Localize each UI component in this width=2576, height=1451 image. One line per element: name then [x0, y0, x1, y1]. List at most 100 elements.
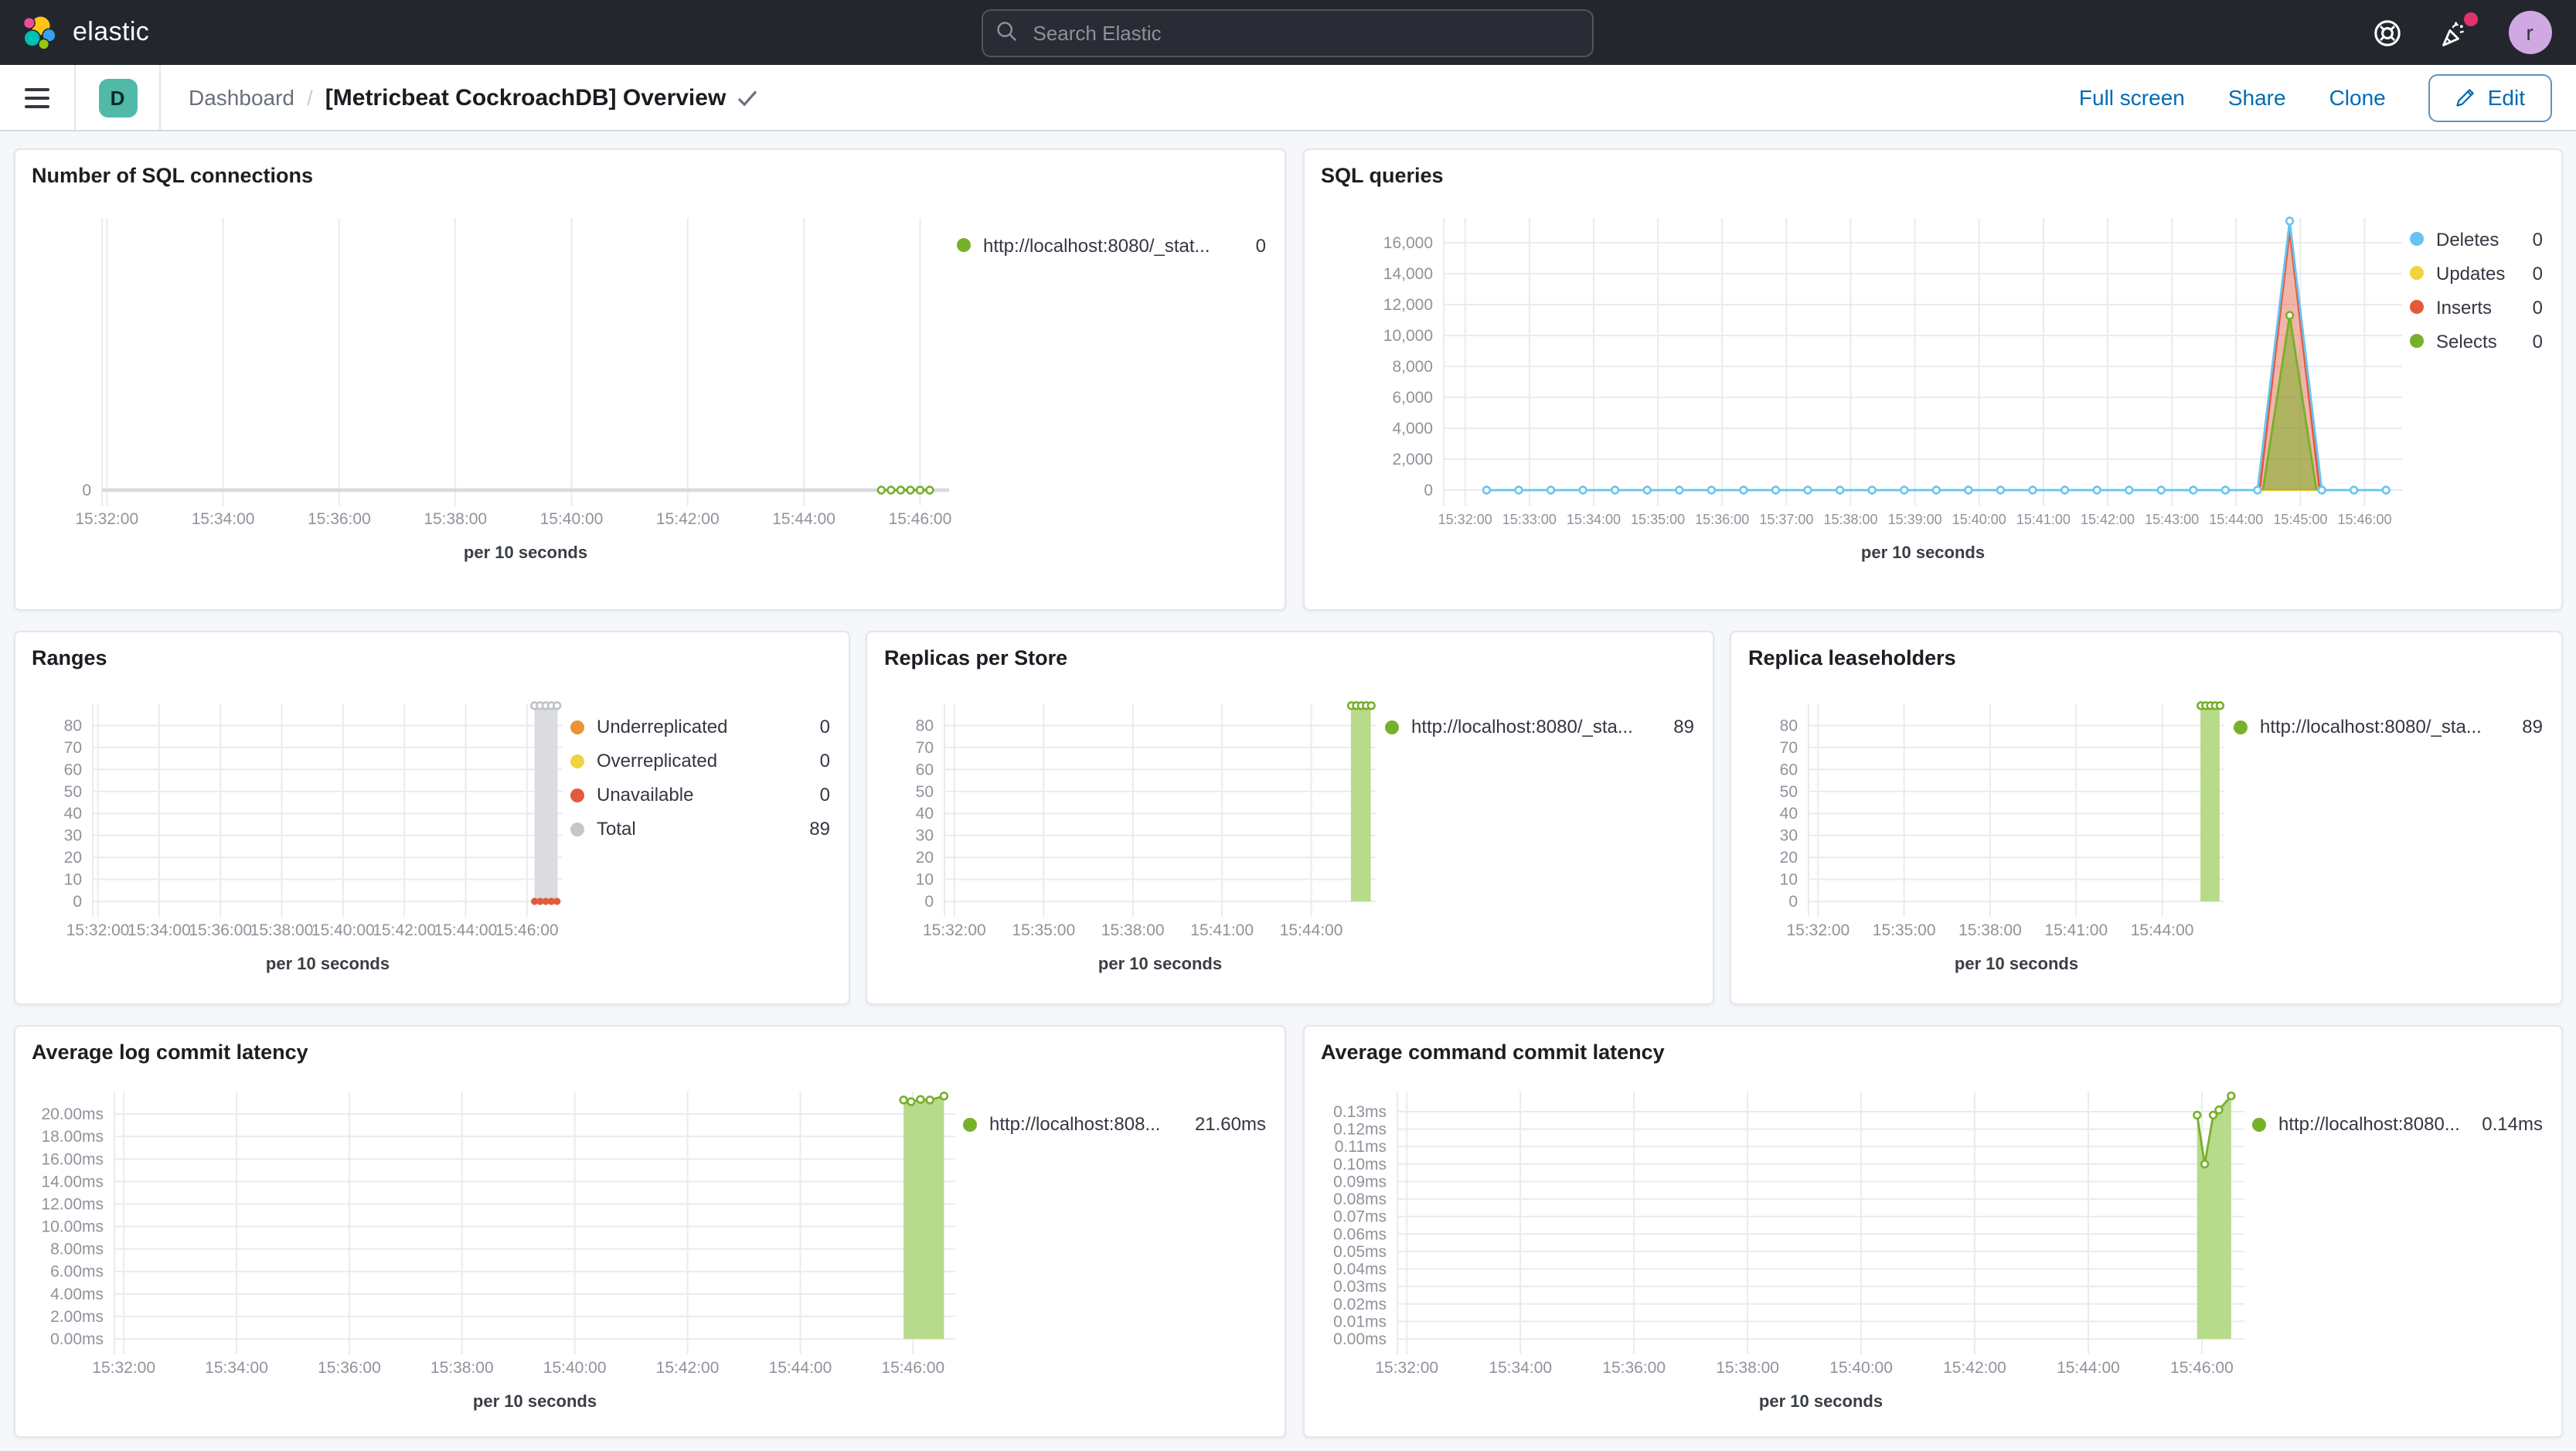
- svg-text:15:44:00: 15:44:00: [2056, 1358, 2119, 1376]
- breadcrumb-dashboard-link[interactable]: Dashboard: [189, 85, 294, 110]
- help-button[interactable]: [2372, 17, 2403, 48]
- chart-plot[interactable]: 15:32:00 15:33:00 15:34:00 15:35:00 15:36:00…: [1319, 193, 2411, 600]
- svg-text:50: 50: [916, 782, 934, 800]
- panel-title: Number of SQL connections: [32, 164, 314, 187]
- svg-text:12.00ms: 12.00ms: [40, 1194, 103, 1212]
- page-title-text: [Metricbeat CockroachDB] Overview: [325, 84, 727, 111]
- search-input[interactable]: [982, 9, 1594, 56]
- breadcrumb: Dashboard / [Metricbeat CockroachDB] Ove…: [161, 84, 757, 111]
- svg-text:15:46:00: 15:46:00: [495, 921, 558, 938]
- legend-dot-icon: [2234, 720, 2248, 734]
- space-badge[interactable]: D: [98, 78, 137, 117]
- svg-text:15:43:00: 15:43:00: [2144, 512, 2198, 527]
- svg-text:60: 60: [1780, 760, 1798, 778]
- page-title[interactable]: [Metricbeat CockroachDB] Overview: [325, 84, 757, 111]
- svg-text:0.13ms: 0.13ms: [1332, 1102, 1386, 1120]
- legend-item[interactable]: Updates 0: [2410, 258, 2543, 288]
- share-button[interactable]: Share: [2227, 85, 2286, 110]
- notification-dot: [2463, 12, 2477, 26]
- svg-text:20.00ms: 20.00ms: [40, 1105, 103, 1122]
- panel-title: Replica leaseholders: [1748, 645, 1956, 669]
- legend-item[interactable]: http://localhost:8080... 0.14ms: [2252, 1109, 2543, 1139]
- svg-text:0.00ms: 0.00ms: [1332, 1330, 1386, 1347]
- chart-plot[interactable]: 15:32:00 15:35:00 15:38:00 15:41:00 15:44:00…: [1747, 675, 2234, 995]
- chart-plot[interactable]: 15:32:0015:34:0015:36:0015:38:0015:40:00…: [30, 675, 571, 995]
- legend-label: Selects: [2436, 330, 2497, 352]
- menu-button[interactable]: [0, 65, 74, 130]
- edit-button[interactable]: Edit: [2428, 73, 2551, 121]
- legend-item[interactable]: http://localhost:8080/_sta... 89: [2234, 712, 2543, 741]
- search-icon: [997, 22, 1017, 42]
- legend-item[interactable]: Selects 0: [2410, 326, 2543, 356]
- legend-value: 0: [1255, 234, 1266, 256]
- top-header: elastic: [0, 0, 2576, 65]
- legend-value: 89: [809, 818, 830, 840]
- legend-item[interactable]: Inserts 0: [2410, 292, 2543, 322]
- toolbar-divider: [74, 65, 76, 130]
- svg-text:20: 20: [63, 848, 81, 866]
- svg-text:0: 0: [72, 892, 81, 910]
- legend-item[interactable]: http://localhost:808... 21.60ms: [963, 1109, 1266, 1139]
- chart-legend: http://localhost:808... 21.60ms: [963, 1109, 1266, 1139]
- legend-item[interactable]: http://localhost:8080/_sta... 89: [1385, 712, 1694, 741]
- svg-text:15:36:00: 15:36:00: [317, 1358, 380, 1376]
- svg-text:15:41:00: 15:41:00: [2016, 512, 2070, 527]
- svg-text:6,000: 6,000: [1391, 389, 1432, 407]
- legend-item[interactable]: Overreplicated 0: [570, 746, 830, 775]
- svg-text:15:35:00: 15:35:00: [1873, 921, 1936, 938]
- svg-text:15:33:00: 15:33:00: [1502, 512, 1556, 527]
- chart-legend: Underreplicated 0 Overreplicated 0 Unavailab…: [570, 712, 830, 843]
- legend-dot-icon: [957, 238, 971, 252]
- legend-label: Deletes: [2436, 228, 2499, 250]
- user-avatar[interactable]: r: [2508, 11, 2551, 54]
- check-icon: [737, 90, 757, 106]
- svg-text:60: 60: [916, 760, 934, 778]
- legend-item[interactable]: http://localhost:8080/_stat... 0: [957, 230, 1266, 260]
- svg-text:per 10 seconds: per 10 seconds: [1860, 543, 1984, 562]
- legend-label: Total: [597, 818, 636, 840]
- chart-plot[interactable]: 15:32:00 15:35:00 15:38:00 15:41:00 15:44:00…: [883, 675, 1385, 995]
- svg-text:15:32:00: 15:32:00: [66, 921, 129, 938]
- chart-legend: http://localhost:8080/_sta... 89: [2234, 712, 2543, 741]
- legend-value: 21.60ms: [1194, 1113, 1266, 1135]
- panel-title: Replicas per Store: [884, 645, 1068, 669]
- svg-text:0.12ms: 0.12ms: [1332, 1120, 1386, 1138]
- panel-sql-queries: SQL queries 15:32:00 15:33:00 15:34:00 15:3…: [1302, 148, 2563, 611]
- full-screen-button[interactable]: Full screen: [2078, 85, 2185, 110]
- chart-legend: http://localhost:8080/_stat... 0: [957, 230, 1266, 260]
- legend-item[interactable]: Unavailable 0: [570, 780, 830, 809]
- svg-text:15:36:00: 15:36:00: [188, 921, 251, 938]
- svg-text:80: 80: [63, 716, 81, 734]
- svg-text:15:38:00: 15:38:00: [1715, 1358, 1778, 1376]
- svg-text:15:42:00: 15:42:00: [2080, 512, 2134, 527]
- svg-text:15:46:00: 15:46:00: [2169, 1358, 2233, 1376]
- clone-button[interactable]: Clone: [2329, 85, 2386, 110]
- svg-text:20: 20: [1780, 848, 1798, 866]
- elastic-logo[interactable]: elastic: [0, 13, 149, 52]
- svg-text:per 10 seconds: per 10 seconds: [1955, 953, 2078, 972]
- svg-text:0: 0: [81, 482, 90, 499]
- legend-item[interactable]: Underreplicated 0: [570, 712, 830, 741]
- panel-title: Average log commit latency: [32, 1040, 308, 1063]
- elastic-logo-icon: [22, 14, 56, 49]
- legend-item[interactable]: Total 89: [570, 814, 830, 843]
- svg-text:0.01ms: 0.01ms: [1332, 1312, 1386, 1330]
- legend-value: 0: [819, 716, 830, 737]
- svg-text:0.10ms: 0.10ms: [1332, 1155, 1386, 1173]
- svg-text:15:46:00: 15:46:00: [2336, 512, 2391, 527]
- legend-dot-icon: [1385, 720, 1399, 734]
- svg-text:10.00ms: 10.00ms: [40, 1218, 103, 1235]
- newsfeed-button[interactable]: [2440, 12, 2477, 48]
- svg-text:15:38:00: 15:38:00: [1822, 512, 1877, 527]
- breadcrumb-separator: /: [307, 85, 313, 110]
- legend-item[interactable]: Deletes 0: [2410, 224, 2543, 254]
- global-search[interactable]: [982, 9, 1594, 56]
- svg-text:0.03ms: 0.03ms: [1332, 1277, 1386, 1295]
- svg-text:15:38:00: 15:38:00: [1101, 921, 1165, 938]
- legend-label: http://localhost:8080/_sta...: [1411, 716, 1633, 737]
- svg-text:4,000: 4,000: [1391, 420, 1432, 438]
- svg-text:8,000: 8,000: [1391, 358, 1432, 376]
